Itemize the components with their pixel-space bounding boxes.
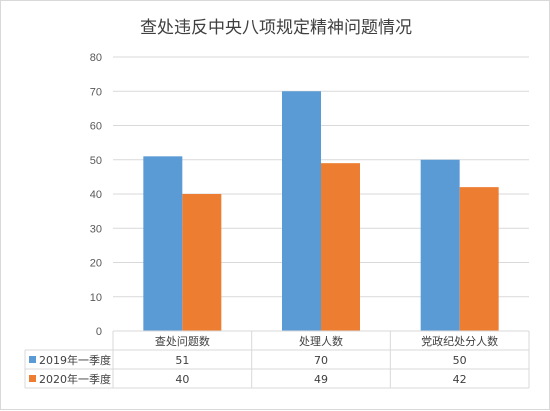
y-tick-label: 40 (90, 189, 102, 201)
bar-1-1 (143, 156, 183, 331)
bar-2-3 (459, 187, 499, 331)
category-label: 处理人数 (299, 335, 343, 348)
y-tick-label: 50 (90, 155, 102, 167)
legend-key-2 (29, 375, 36, 382)
data-label: 40 (175, 373, 189, 386)
y-tick-label: 20 (90, 258, 102, 270)
data-label: 70 (314, 354, 328, 367)
legend-label: 2019年一季度 (39, 353, 111, 367)
data-label: 50 (453, 354, 467, 367)
chart-title: 查处违反中央八项规定精神问题情况 (140, 18, 412, 38)
category-label: 查处问题数 (155, 334, 210, 348)
y-tick-label: 80 (90, 52, 102, 64)
category-label: 党政纪处分人数 (421, 334, 498, 348)
data-label: 42 (453, 373, 467, 386)
bar-1-2 (282, 91, 321, 331)
bar-2-1 (182, 194, 222, 331)
bar-2-2 (321, 163, 360, 331)
y-tick-label: 0 (96, 326, 102, 338)
y-tick-label: 30 (90, 223, 102, 235)
y-tick-label: 10 (90, 292, 102, 304)
legend-label: 2020年一季度 (39, 372, 111, 386)
data-label: 51 (175, 354, 189, 367)
y-tick-label: 70 (90, 86, 102, 98)
y-tick-label: 60 (90, 121, 102, 133)
legend-key-1 (29, 356, 36, 363)
data-label: 49 (314, 373, 328, 386)
bar-1-3 (420, 159, 460, 331)
